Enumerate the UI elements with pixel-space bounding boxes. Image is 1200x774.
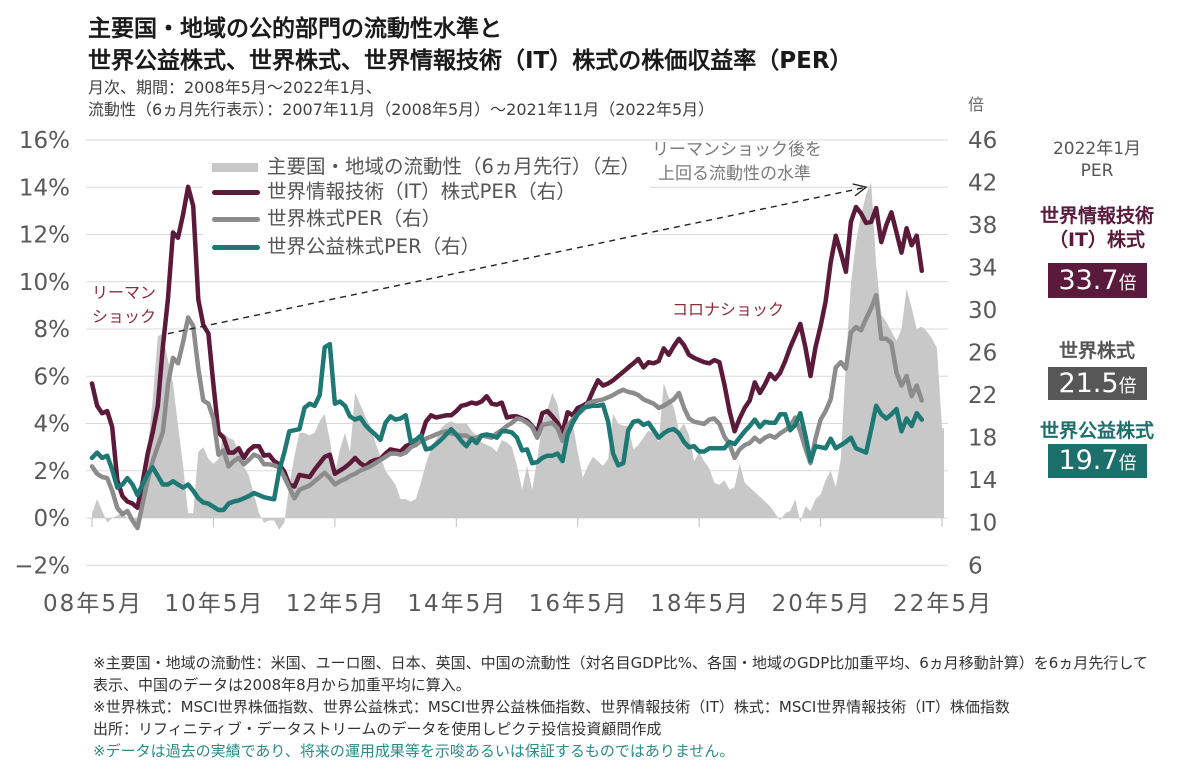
side-panel-utilities-value-badge: 19.7倍 <box>1048 444 1147 478</box>
footnote-liquidity-2: 表示、中国のデータは2008年8月から加重平均に算入。 <box>93 676 471 694</box>
legend-swatch-line <box>212 217 260 222</box>
legend-background <box>203 150 650 260</box>
y-left-tick-label: 2% <box>34 459 71 485</box>
y-right-tick-label: 38 <box>968 213 997 239</box>
liquidity-arrow-annotation <box>167 183 868 335</box>
x-tick-label: 16年5月 <box>529 591 629 617</box>
y-left-tick-label: 12% <box>19 223 70 249</box>
chart-title-line-1: 主要国・地域の公的部門の流動性水準と <box>88 16 502 42</box>
x-tick-label: 18年5月 <box>650 591 750 617</box>
lehman-shock-label-line-1: リーマン <box>92 283 156 302</box>
x-axis-ticks <box>91 518 943 527</box>
y-right-tick-label: 30 <box>968 298 997 324</box>
legend-swatch-line <box>212 190 260 195</box>
side-panel-header-per: PER <box>1080 161 1114 181</box>
footnote-indices: ※世界株式：MSCI世界株価指数、世界公益株式：MSCI世界公益株価指数、世界情… <box>93 698 1010 716</box>
y-right-tick-label: 42 <box>968 171 997 197</box>
series-line-it <box>89 184 925 511</box>
legend-label: 世界情報技術（IT）株式PER（右） <box>267 180 576 203</box>
y-left-tick-label: 16% <box>19 128 70 154</box>
y-left-tick-label: 14% <box>19 175 70 201</box>
x-tick-label: 20年5月 <box>772 591 872 617</box>
legend-label: 世界株式PER（右） <box>267 207 442 230</box>
utilities-per-unit: 倍 <box>1118 453 1137 474</box>
it-per-value: 33.7 <box>1058 265 1119 296</box>
chart-title-line-2: 世界公益株式、世界株式、世界情報技術（IT）株式の株価収益率（PER） <box>88 48 853 74</box>
it-per-unit: 倍 <box>1118 273 1137 294</box>
corona-shock-label: コロナショック <box>672 300 784 319</box>
dashed-arrow-line <box>167 186 867 335</box>
x-tick-label: 12年5月 <box>286 591 386 617</box>
y-right-tick-label: 14 <box>968 468 997 494</box>
legend-label: 世界公益株式PER（右） <box>267 235 481 258</box>
x-tick-label: 22年5月 <box>893 591 993 617</box>
liquidity-note-line-1: リーマンショック後を <box>652 140 822 160</box>
per-lines-layer <box>89 184 925 531</box>
side-panel-world-value-badge: 21.5倍 <box>1048 367 1147 400</box>
liquidity-note-line-2: 上回る流動性の水準 <box>658 164 811 184</box>
y-right-tick-label: 34 <box>968 256 997 282</box>
y-left-tick-label: 8% <box>34 317 71 343</box>
series-line-world <box>89 292 925 531</box>
side-panel-it-label-line-1: 世界情報技術 <box>1039 205 1154 227</box>
y-right-tick-label: 6 <box>968 553 983 579</box>
lehman-shock-label-line-2: ショック <box>92 307 156 326</box>
world-per-unit: 倍 <box>1118 376 1137 397</box>
footnote-liquidity-1: ※主要国・地域の流動性：米国、ユーロ圏、日本、英国、中国の流動性（対名目GDP比… <box>93 654 1148 672</box>
footnote-disclaimer: ※データは過去の実績であり、将来の運用成果等を示唆あるいは保証するものではありま… <box>93 742 735 760</box>
side-panel-world-label: 世界株式 <box>1058 340 1135 362</box>
side-panel-it-label-line-2: （IT）株式 <box>1048 229 1146 251</box>
y-right-tick-label: 26 <box>968 341 997 367</box>
right-axis-unit-label: 倍 <box>968 95 985 114</box>
x-tick-label: 10年5月 <box>164 591 264 617</box>
y-right-tick-label: 18 <box>968 426 997 452</box>
side-panel-utilities-label: 世界公益株式 <box>1039 420 1154 442</box>
footnote-source: 出所：リフィニティブ・データストリームのデータを使用しピクテ投信投資顧問作成 <box>93 720 662 738</box>
y-right-tick-label: 46 <box>968 128 997 154</box>
chart-subtitle-line-1: 月次、期間：2008年5月～2022年1月、 <box>88 78 382 97</box>
side-panel-header-date: 2022年1月 <box>1052 139 1142 159</box>
x-tick-label: 08年5月 <box>43 591 143 617</box>
y-left-tick-label: −2% <box>14 553 70 579</box>
chart-subtitle-line-2: 流動性（6ヵ月先行表示）：2007年11月（2008年5月）～2021年11月（… <box>88 100 715 119</box>
side-panel-it-value-badge: 33.7倍 <box>1048 263 1147 298</box>
series-area-liquidity <box>92 182 944 530</box>
y-left-tick-label: 0% <box>34 506 71 532</box>
axis-tick-labels: 08年5月 10年5月 12年5月 14年5月 16年5月 18年5月 20年5月 22年5月… <box>14 128 997 617</box>
legend-label: 主要国・地域の流動性（6ヵ月先行）（左） <box>267 155 641 178</box>
world-per-value: 21.5 <box>1058 368 1119 399</box>
series-line-utilities <box>89 341 925 513</box>
y-left-tick-label: 6% <box>34 364 71 390</box>
y-right-tick-label: 10 <box>968 511 997 537</box>
y-right-tick-label: 22 <box>968 383 997 409</box>
y-left-tick-label: 10% <box>19 270 70 296</box>
y-left-tick-label: 4% <box>34 412 71 438</box>
utilities-per-value: 19.7 <box>1058 445 1119 476</box>
legend-swatch-area <box>212 163 258 172</box>
x-tick-label: 14年5月 <box>407 591 507 617</box>
liquidity-area-layer <box>92 182 944 530</box>
legend-swatch-line <box>212 245 260 250</box>
arrowhead-icon <box>852 183 868 197</box>
